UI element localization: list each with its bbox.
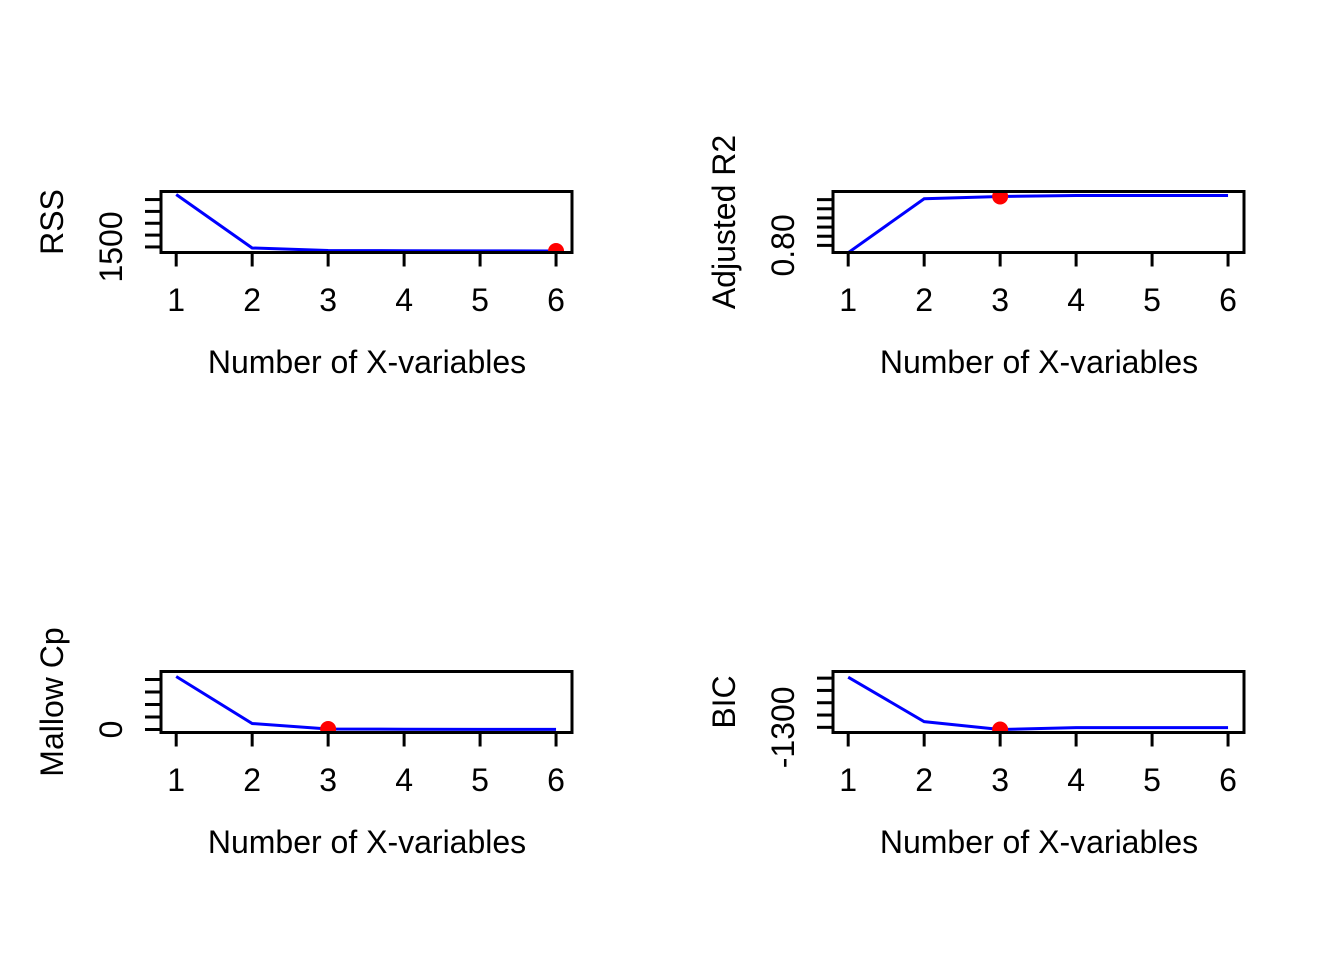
rss-x-axis-title: Number of X-variables (207, 344, 527, 380)
best-model-point (992, 191, 1009, 205)
x-tick-label: 3 (991, 282, 1009, 318)
x-tick-label: 6 (1219, 282, 1237, 318)
y-tick-label: -1300 (765, 686, 801, 768)
x-tick-label: 4 (395, 762, 413, 798)
x-tick-label: 6 (547, 282, 565, 318)
best-model-point (548, 242, 565, 253)
x-tick-label: 1 (839, 282, 857, 318)
x-tick-label: 1 (839, 762, 857, 798)
adjusted-r2-y-axis-title: Adjusted R2 (706, 134, 742, 310)
x-tick-label: 2 (915, 282, 933, 318)
bic-x-axis-title: Number of X-variables (879, 824, 1199, 860)
x-tick-label: 5 (471, 282, 489, 318)
y-tick-label: 0 (93, 721, 129, 739)
bic-plot-canvas: -1300 1 2 3 4 5 6 (765, 670, 1246, 798)
bic-y-axis-title: BIC (706, 675, 742, 729)
rss-plot-canvas: 1500 1 2 3 4 5 6 (93, 190, 574, 318)
panel-adjusted-r2: 0.80 1 2 3 4 5 6 Adjusted R2 Number of X-varia… (672, 0, 1344, 480)
x-tick-label: 4 (1067, 762, 1085, 798)
best-model-point (992, 721, 1009, 733)
x-tick-label: 2 (243, 282, 261, 318)
adjusted-r2-x-axis-title: Number of X-variables (879, 344, 1199, 380)
x-tick-label: 4 (395, 282, 413, 318)
x-tick-label: 5 (1143, 282, 1161, 318)
y-tick-label: 0.80 (765, 214, 801, 276)
rss-y-axis-title: RSS (34, 189, 70, 255)
panel-rss: 1500 1 2 3 4 5 6 RSS Number of X-variables (0, 0, 672, 480)
panel-bic: -1300 1 2 3 4 5 6 BIC Number of X-variables (672, 480, 1344, 960)
x-tick-label: 6 (547, 762, 565, 798)
y-tick-label: 1500 (93, 211, 129, 282)
series-line (175, 675, 557, 731)
x-tick-label: 1 (167, 762, 185, 798)
mallow-cp-plot-canvas: 0 1 2 3 4 5 6 (93, 670, 574, 798)
plot-box (159, 670, 574, 734)
x-tick-label: 5 (471, 762, 489, 798)
x-tick-label: 2 (915, 762, 933, 798)
best-model-point (320, 721, 337, 733)
series-line (847, 675, 1229, 732)
series-line (175, 193, 557, 253)
mallow-cp-y-axis-title: Mallow Cp (34, 627, 70, 777)
x-tick-label: 3 (991, 762, 1009, 798)
series-line (847, 194, 1229, 253)
plot-box (831, 190, 1246, 254)
x-tick-label: 2 (243, 762, 261, 798)
mallow-cp-x-axis-title: Number of X-variables (207, 824, 527, 860)
plot-box (831, 670, 1246, 734)
plot-box (159, 190, 574, 254)
adjusted-r2-plot-canvas: 0.80 1 2 3 4 5 6 (765, 190, 1246, 318)
panel-mallow-cp: 0 1 2 3 4 5 6 Mallow Cp Number of X-variables (0, 480, 672, 960)
x-tick-label: 3 (319, 282, 337, 318)
x-tick-label: 1 (167, 282, 185, 318)
x-tick-label: 5 (1143, 762, 1161, 798)
x-tick-label: 6 (1219, 762, 1237, 798)
x-tick-label: 3 (319, 762, 337, 798)
x-tick-label: 4 (1067, 282, 1085, 318)
